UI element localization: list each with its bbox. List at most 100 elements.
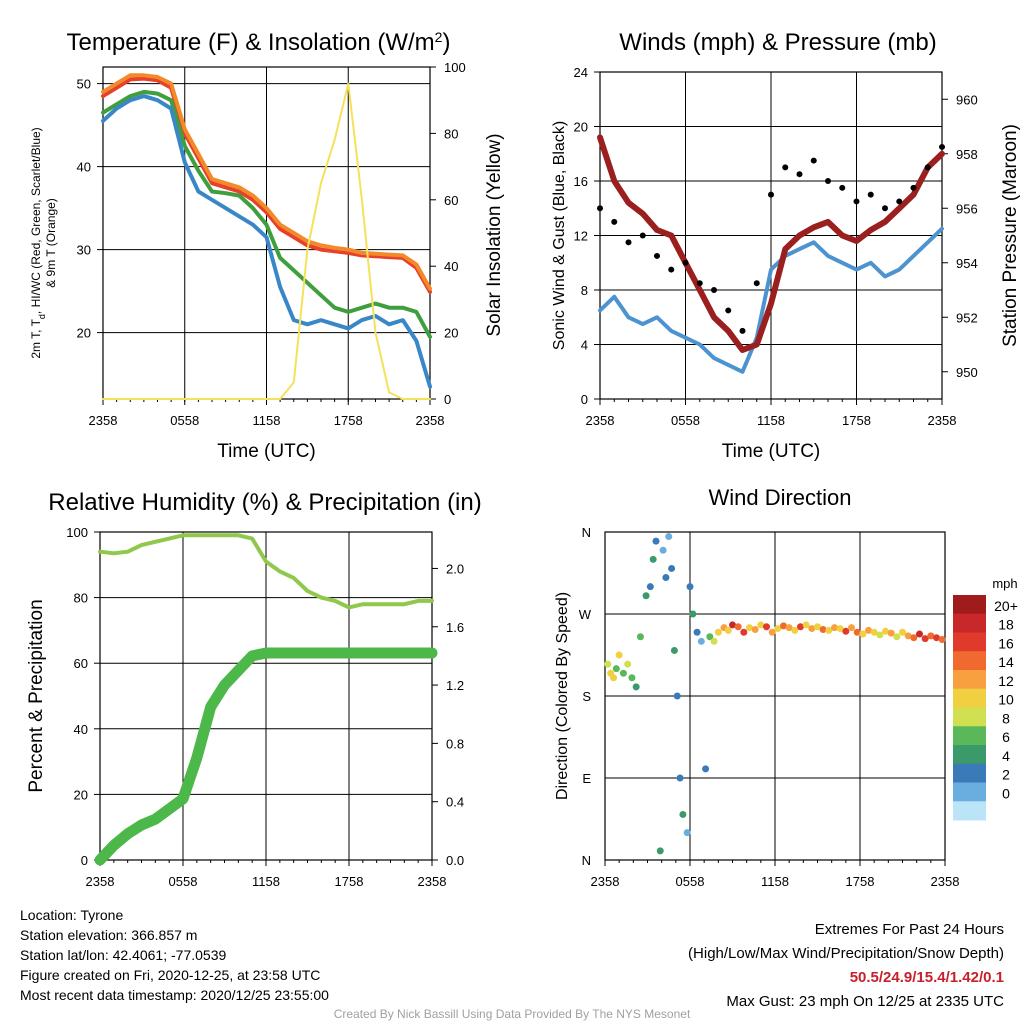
direction-point <box>628 674 636 682</box>
direction-point <box>938 636 946 644</box>
x-axis-label: Time (UTC) <box>722 441 821 462</box>
green-hi-wc-line <box>101 89 432 339</box>
y2-tick-label: 1.2 <box>446 678 464 693</box>
colorbar-label: 6 <box>1002 729 1010 745</box>
colorbar-swatch <box>953 595 986 615</box>
direction-point <box>706 633 714 641</box>
colorbar-swatch <box>953 651 986 671</box>
y2-tick-label: 958 <box>956 147 978 162</box>
gust-marker <box>597 205 603 212</box>
x-tick-label: 1758 <box>846 874 875 889</box>
direction-point <box>910 634 918 642</box>
direction-point <box>662 574 670 582</box>
colorbar-label: 0 <box>1002 785 1010 801</box>
direction-point <box>842 627 850 635</box>
direction-point <box>652 537 660 545</box>
gust-marker <box>896 198 903 205</box>
direction-point <box>649 555 657 563</box>
colorbar-swatch <box>953 801 986 821</box>
colorbar-swatch <box>953 632 986 652</box>
y2-tick-label: 952 <box>956 310 978 325</box>
gust-marker <box>753 280 760 287</box>
extremes-title: Extremes For Past 24 Hours <box>814 921 1004 938</box>
y2-tick-label: 0.0 <box>446 853 464 868</box>
chart-title: Temperature (F) & Insolation (W/m2) <box>67 29 451 56</box>
x-tick-label: 2358 <box>591 874 620 889</box>
direction-tick-label: N <box>582 525 591 540</box>
direction-point <box>921 635 929 643</box>
direction-point <box>697 637 705 645</box>
direction-point <box>734 623 742 631</box>
y-axis-label: Direction (Colored By Speed) <box>554 592 571 800</box>
colorbar-label: 20+ <box>994 598 1018 614</box>
direction-point <box>808 625 816 633</box>
direction-point <box>729 621 736 629</box>
gust-marker <box>711 287 717 293</box>
y2-tick-label: 20 <box>444 326 458 341</box>
direction-point <box>825 626 833 634</box>
x-axis-label: Time (UTC) <box>217 441 316 462</box>
location-text: Location: Tyrone <box>20 907 124 923</box>
direction-point <box>859 630 867 638</box>
colorbar-label: 8 <box>1002 710 1010 726</box>
x-tick-label: 2358 <box>86 874 115 889</box>
credit-text: Created By Nick Bassill Using Data Provi… <box>333 1007 691 1021</box>
y2-axis-label: Station Pressure (Maroon) <box>1000 124 1021 347</box>
direction-point <box>887 629 895 637</box>
direction-point <box>689 610 697 618</box>
colorbar-swatch <box>953 688 986 708</box>
gust-marker <box>924 164 931 171</box>
direction-point <box>836 625 844 633</box>
direction-point <box>768 628 776 636</box>
direction-point <box>656 847 664 855</box>
colorbar-label: 18 <box>998 617 1014 633</box>
y-tick-label: 12 <box>574 229 588 244</box>
direction-point <box>646 583 654 591</box>
y2-tick-label: 1.6 <box>446 620 464 635</box>
direction-point <box>683 829 691 837</box>
direction-point <box>724 626 732 634</box>
y2-axis-label: Solar Insolation (Yellow) <box>484 133 505 336</box>
x-tick-label: 1158 <box>757 413 785 428</box>
y-axis-label: Sonic Wind & Gust (Blue, Black) <box>551 121 568 350</box>
direction-point <box>831 624 838 632</box>
colorbar-swatch <box>953 782 986 802</box>
y-tick-label: 20 <box>77 326 91 341</box>
direction-point <box>740 628 748 636</box>
direction-point <box>802 621 810 629</box>
direction-point <box>848 624 855 632</box>
gust-marker <box>796 171 803 178</box>
direction-point <box>710 637 718 645</box>
direction-point <box>870 628 878 636</box>
y-axis-label: Percent & Precipitation <box>26 599 47 792</box>
x-tick-label: 2358 <box>931 874 960 889</box>
red-temp-line <box>101 76 432 294</box>
direction-tick-label: W <box>579 607 592 622</box>
y2-tick-label: 960 <box>956 92 978 107</box>
y-tick-label: 50 <box>77 77 91 92</box>
y-tick-label: 0 <box>581 392 588 407</box>
direction-point <box>780 622 787 630</box>
direction-point <box>751 625 759 633</box>
direction-point <box>853 628 861 636</box>
direction-tick-label: E <box>582 771 591 786</box>
gust-marker <box>668 266 675 273</box>
extremes-info: Extremes For Past 24 Hours (High/Low/Max… <box>688 918 1004 1014</box>
x-tick-label: 1758 <box>842 413 871 428</box>
y-tick-label: 20 <box>74 787 88 802</box>
x-tick-label: 0558 <box>169 874 198 889</box>
gust-marker <box>910 184 917 191</box>
gust-marker <box>882 205 888 212</box>
y2-tick-label: 950 <box>956 365 978 380</box>
direction-point <box>686 583 694 591</box>
x-tick-label: 2358 <box>89 413 118 428</box>
direction-point <box>615 651 623 659</box>
y2-tick-label: 0 <box>444 392 451 407</box>
direction-point <box>679 810 687 818</box>
direction-point <box>702 765 710 773</box>
direction-point <box>797 623 804 631</box>
direction-point <box>785 624 793 632</box>
y2-tick-label: 0.4 <box>446 795 464 810</box>
chart-title: Wind Direction <box>708 485 851 510</box>
